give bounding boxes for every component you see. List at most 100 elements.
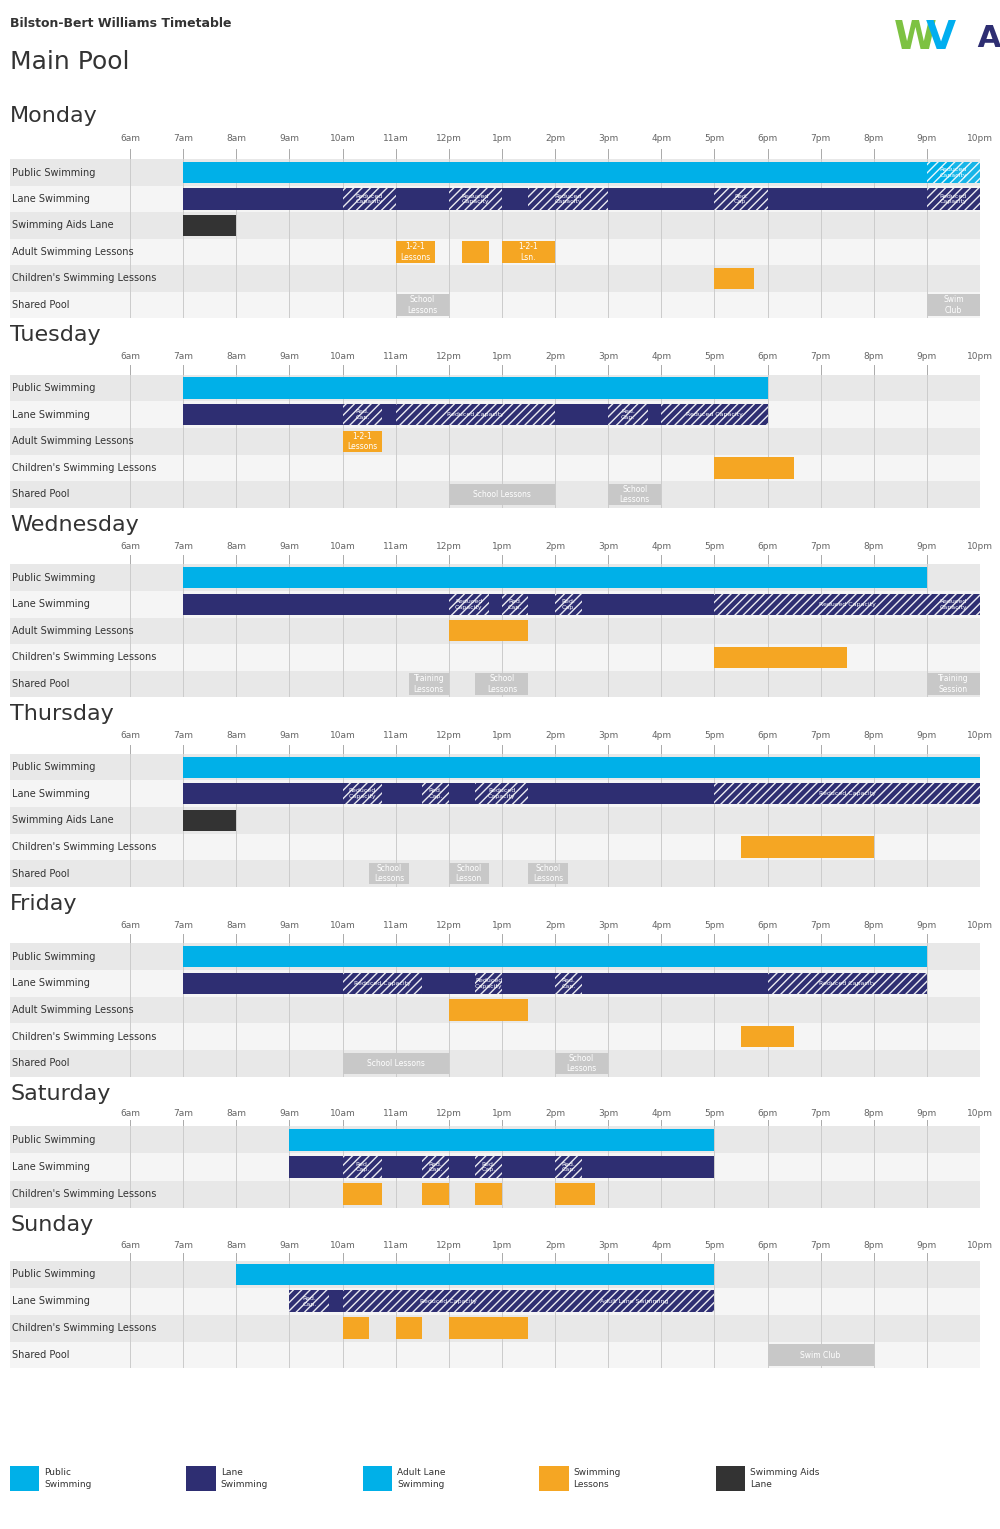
- Text: 8am: 8am: [226, 1109, 246, 1118]
- Bar: [130, 401, 980, 428]
- Text: Red.
Cap.: Red. Cap.: [355, 410, 370, 420]
- Text: Thursday: Thursday: [10, 705, 114, 725]
- Bar: [927, 188, 980, 209]
- Text: 5pm: 5pm: [704, 133, 724, 142]
- Text: 6am: 6am: [120, 1109, 140, 1118]
- Text: 7am: 7am: [173, 133, 193, 142]
- Bar: [183, 946, 927, 968]
- Bar: [183, 593, 980, 615]
- Text: 12pm: 12pm: [436, 133, 462, 142]
- Bar: [10, 454, 130, 482]
- Bar: [183, 972, 927, 994]
- Text: 9pm: 9pm: [917, 1109, 937, 1118]
- Bar: [555, 1053, 608, 1073]
- Text: 10am: 10am: [330, 731, 355, 740]
- Text: 7pm: 7pm: [810, 1242, 831, 1251]
- Text: School
Lessons: School Lessons: [566, 1053, 597, 1073]
- Text: 1pm: 1pm: [492, 920, 512, 930]
- Text: Main Pool: Main Pool: [10, 50, 130, 75]
- Bar: [502, 242, 555, 263]
- Bar: [289, 1156, 714, 1177]
- Text: 3pm: 3pm: [598, 133, 618, 142]
- Text: 10am: 10am: [330, 133, 355, 142]
- Text: Active: Active: [967, 24, 1000, 52]
- Bar: [130, 1050, 980, 1076]
- Text: Bilston-Bert Williams Timetable: Bilston-Bert Williams Timetable: [10, 17, 232, 31]
- Text: 12pm: 12pm: [436, 731, 462, 740]
- Text: 1pm: 1pm: [492, 133, 512, 142]
- Text: Red.
Cap.: Red. Cap.: [428, 1162, 443, 1173]
- Bar: [183, 810, 236, 832]
- Bar: [10, 997, 130, 1023]
- Bar: [130, 618, 980, 644]
- Text: 10am: 10am: [330, 541, 355, 550]
- Bar: [502, 593, 528, 615]
- Text: Shared Pool: Shared Pool: [12, 1058, 70, 1069]
- Text: 4pm: 4pm: [651, 541, 671, 550]
- Text: Children's Swimming Lessons: Children's Swimming Lessons: [12, 653, 157, 662]
- Bar: [130, 1315, 980, 1341]
- Bar: [130, 997, 980, 1023]
- Text: 6am: 6am: [120, 133, 140, 142]
- Bar: [130, 833, 980, 861]
- Text: Public Swimming: Public Swimming: [12, 382, 96, 393]
- Text: Public
Swimming: Public Swimming: [44, 1468, 92, 1489]
- Text: 4pm: 4pm: [651, 1242, 671, 1251]
- Text: 8pm: 8pm: [864, 352, 884, 361]
- Text: 1pm: 1pm: [492, 1109, 512, 1118]
- Bar: [927, 162, 980, 183]
- Bar: [462, 242, 489, 263]
- Text: 1-2-1
Lessons: 1-2-1 Lessons: [400, 242, 431, 261]
- Text: Reduced Capacity: Reduced Capacity: [686, 411, 743, 417]
- Bar: [422, 783, 449, 804]
- Text: 6pm: 6pm: [757, 352, 778, 361]
- Bar: [10, 618, 130, 644]
- Text: 4pm: 4pm: [651, 1109, 671, 1118]
- Bar: [555, 1183, 595, 1205]
- Bar: [422, 1183, 449, 1205]
- Bar: [130, 1153, 980, 1180]
- Text: 11am: 11am: [383, 1242, 409, 1251]
- Bar: [449, 593, 489, 615]
- Text: Swim Club: Swim Club: [800, 1350, 841, 1359]
- Text: 5pm: 5pm: [704, 731, 724, 740]
- Bar: [10, 590, 130, 618]
- Text: 3pm: 3pm: [598, 541, 618, 550]
- Text: Sunday: Sunday: [10, 1216, 93, 1235]
- Text: 7pm: 7pm: [810, 133, 831, 142]
- Bar: [555, 593, 582, 615]
- Text: 7am: 7am: [173, 352, 193, 361]
- Bar: [475, 1156, 502, 1177]
- Text: Public Swimming: Public Swimming: [12, 168, 96, 177]
- Bar: [130, 428, 980, 454]
- Text: 8pm: 8pm: [864, 920, 884, 930]
- Text: Shared Pool: Shared Pool: [12, 1350, 70, 1359]
- Text: Shared Pool: Shared Pool: [12, 489, 70, 500]
- Bar: [396, 242, 435, 263]
- Text: 8pm: 8pm: [864, 1109, 884, 1118]
- Text: 9pm: 9pm: [917, 133, 937, 142]
- Bar: [342, 188, 396, 209]
- Text: 9am: 9am: [279, 541, 299, 550]
- Bar: [10, 265, 130, 292]
- Text: Lane Swimming: Lane Swimming: [12, 789, 90, 798]
- Bar: [10, 1287, 130, 1315]
- Text: 7pm: 7pm: [810, 541, 831, 550]
- Text: Monday: Monday: [10, 106, 98, 127]
- Text: 12pm: 12pm: [436, 920, 462, 930]
- Bar: [10, 1023, 130, 1050]
- Text: Red.
Cap.: Red. Cap.: [621, 410, 635, 420]
- Text: School Lessons: School Lessons: [367, 1060, 425, 1067]
- Text: 10pm: 10pm: [967, 731, 993, 740]
- Bar: [396, 1318, 422, 1339]
- Bar: [130, 454, 980, 482]
- Bar: [289, 1128, 714, 1151]
- Text: Swim
Club: Swim Club: [943, 295, 964, 315]
- Text: 1-2-1
Lessons: 1-2-1 Lessons: [347, 431, 378, 451]
- Bar: [449, 621, 528, 642]
- Text: 9am: 9am: [279, 1242, 299, 1251]
- Bar: [130, 807, 980, 833]
- Text: 9am: 9am: [279, 133, 299, 142]
- Bar: [130, 861, 980, 887]
- Bar: [130, 1125, 980, 1153]
